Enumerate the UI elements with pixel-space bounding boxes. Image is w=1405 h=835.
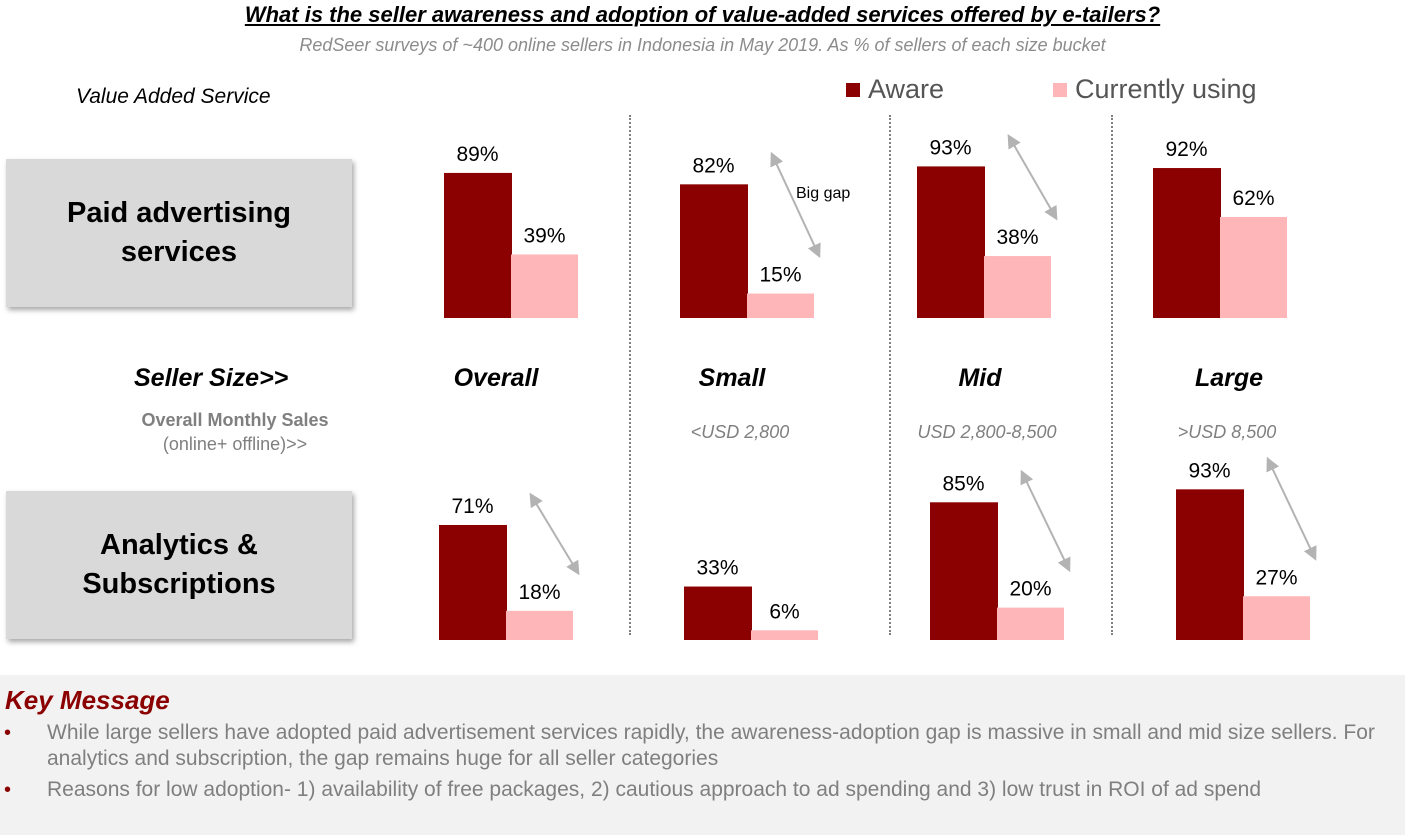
- bar-analytics-overall-using: [506, 610, 573, 640]
- bullet-icon: •: [4, 722, 12, 744]
- gap-arrow-analytics-large: [1266, 456, 1317, 561]
- segment-label-large: Large: [1194, 364, 1264, 392]
- key-message-text: Reasons for low adoption- 1) availabilit…: [47, 778, 1262, 801]
- key-message-item: • While large sellers have adopted paid …: [0, 720, 1400, 772]
- data-label-paid-overall-using: 39%: [523, 224, 565, 247]
- bar-analytics-overall-aware: [439, 524, 507, 640]
- bar-paid-small-aware: [680, 184, 748, 318]
- legend-aware-label: Aware: [868, 74, 945, 104]
- range-label-small: <USD 2,800: [690, 422, 790, 442]
- segment-label-overall: Overall: [453, 364, 539, 392]
- key-message-text: While large sellers have adopted paid ad…: [47, 721, 1375, 770]
- data-label-paid-mid-aware: 93%: [929, 136, 971, 159]
- bar-paid-overall-aware: [444, 172, 512, 318]
- bar-analytics-mid-using: [997, 607, 1064, 640]
- data-label-paid-mid-using: 38%: [996, 226, 1038, 249]
- data-label-analytics-small-using: 6%: [769, 600, 799, 623]
- divider-mid-large: [1111, 115, 1113, 635]
- row-label-paid-line1: Paid advertising: [66, 197, 291, 229]
- data-label-paid-overall-aware: 89%: [456, 143, 498, 166]
- bullet-icon: •: [4, 779, 12, 801]
- bar-analytics-small-aware: [684, 586, 752, 640]
- data-label-analytics-overall-using: 18%: [518, 581, 560, 604]
- data-label-analytics-large-using: 27%: [1255, 566, 1297, 589]
- monthly-sales-line2: (online+ offline)>>: [162, 434, 308, 454]
- legend-aware: Aware: [846, 74, 944, 105]
- big-gap-annotation: Big gap: [796, 185, 850, 202]
- segment-label-mid: Mid: [958, 364, 1002, 392]
- key-message-panel: [0, 675, 1405, 835]
- monthly-sales-label: Overall Monthly Sales (online+ offline)>…: [100, 408, 370, 456]
- row-label-analytics: Analytics & Subscriptions: [6, 491, 352, 639]
- gap-arrow-analytics-mid: [1020, 469, 1071, 573]
- segment-label-small: Small: [698, 364, 766, 392]
- row-label-paid-line2: services: [120, 236, 238, 268]
- data-label-analytics-mid-aware: 85%: [942, 472, 984, 495]
- bar-paid-mid-aware: [917, 166, 985, 318]
- data-label-analytics-mid-using: 20%: [1009, 578, 1051, 601]
- legend-using: Currently using: [1053, 74, 1257, 105]
- data-label-analytics-small-aware: 33%: [696, 557, 738, 580]
- bar-analytics-large-aware: [1176, 489, 1244, 640]
- bar-analytics-large-using: [1243, 596, 1310, 640]
- bar-charts: 89% 39% 82% 15% 93% 38% 92% 62% 71% 18% 33% 6% 85% 20…: [439, 133, 1317, 640]
- row-label-analytics-line2: Subscriptions: [82, 568, 276, 600]
- bar-analytics-small-using: [751, 630, 818, 640]
- legend-using-swatch: [1053, 82, 1067, 97]
- bar-paid-small-using: [747, 293, 814, 318]
- chart-title: What is the seller awareness and adoptio…: [244, 2, 1161, 27]
- range-label-mid: USD 2,800-8,500: [917, 422, 1057, 442]
- chart-subtitle: RedSeer surveys of ~400 online sellers i…: [299, 35, 1106, 55]
- monthly-sales-line1: Overall Monthly Sales: [141, 410, 329, 430]
- bar-paid-large-aware: [1153, 168, 1221, 318]
- gap-arrow-analytics-overall: [529, 492, 580, 576]
- data-label-paid-small-using: 15%: [759, 264, 801, 287]
- row-label-analytics-line1: Analytics &: [100, 529, 258, 561]
- bar-analytics-mid-aware: [930, 502, 998, 640]
- data-label-paid-large-using: 62%: [1232, 187, 1274, 210]
- bar-paid-mid-using: [984, 256, 1051, 318]
- row-label-paid-advertising: Paid advertising services: [6, 159, 352, 307]
- bar-paid-overall-using: [511, 254, 578, 318]
- divider-small-mid: [889, 115, 891, 635]
- range-label-large: >USD 8,500: [1177, 422, 1277, 442]
- key-message-list: • While large sellers have adopted paid …: [0, 720, 1400, 808]
- data-label-analytics-overall-aware: 71%: [451, 495, 493, 518]
- key-message-item: • Reasons for low adoption- 1) availabil…: [0, 777, 1400, 803]
- data-label-paid-large-aware: 92%: [1165, 138, 1207, 161]
- bar-paid-large-using: [1220, 216, 1287, 318]
- seller-size-label: Seller Size>>: [134, 364, 289, 392]
- gap-arrow-paid-mid: [1007, 133, 1058, 221]
- legend-aware-swatch: [846, 82, 860, 97]
- divider-overall-small: [629, 115, 631, 635]
- key-message-title: Key Message: [5, 685, 170, 715]
- data-label-analytics-large-aware: 93%: [1188, 459, 1230, 482]
- legend-using-label: Currently using: [1075, 74, 1257, 104]
- gap-arrow-paid-small: [770, 151, 821, 259]
- value-added-service-label: Value Added Service: [76, 85, 271, 108]
- data-label-paid-small-aware: 82%: [692, 154, 734, 177]
